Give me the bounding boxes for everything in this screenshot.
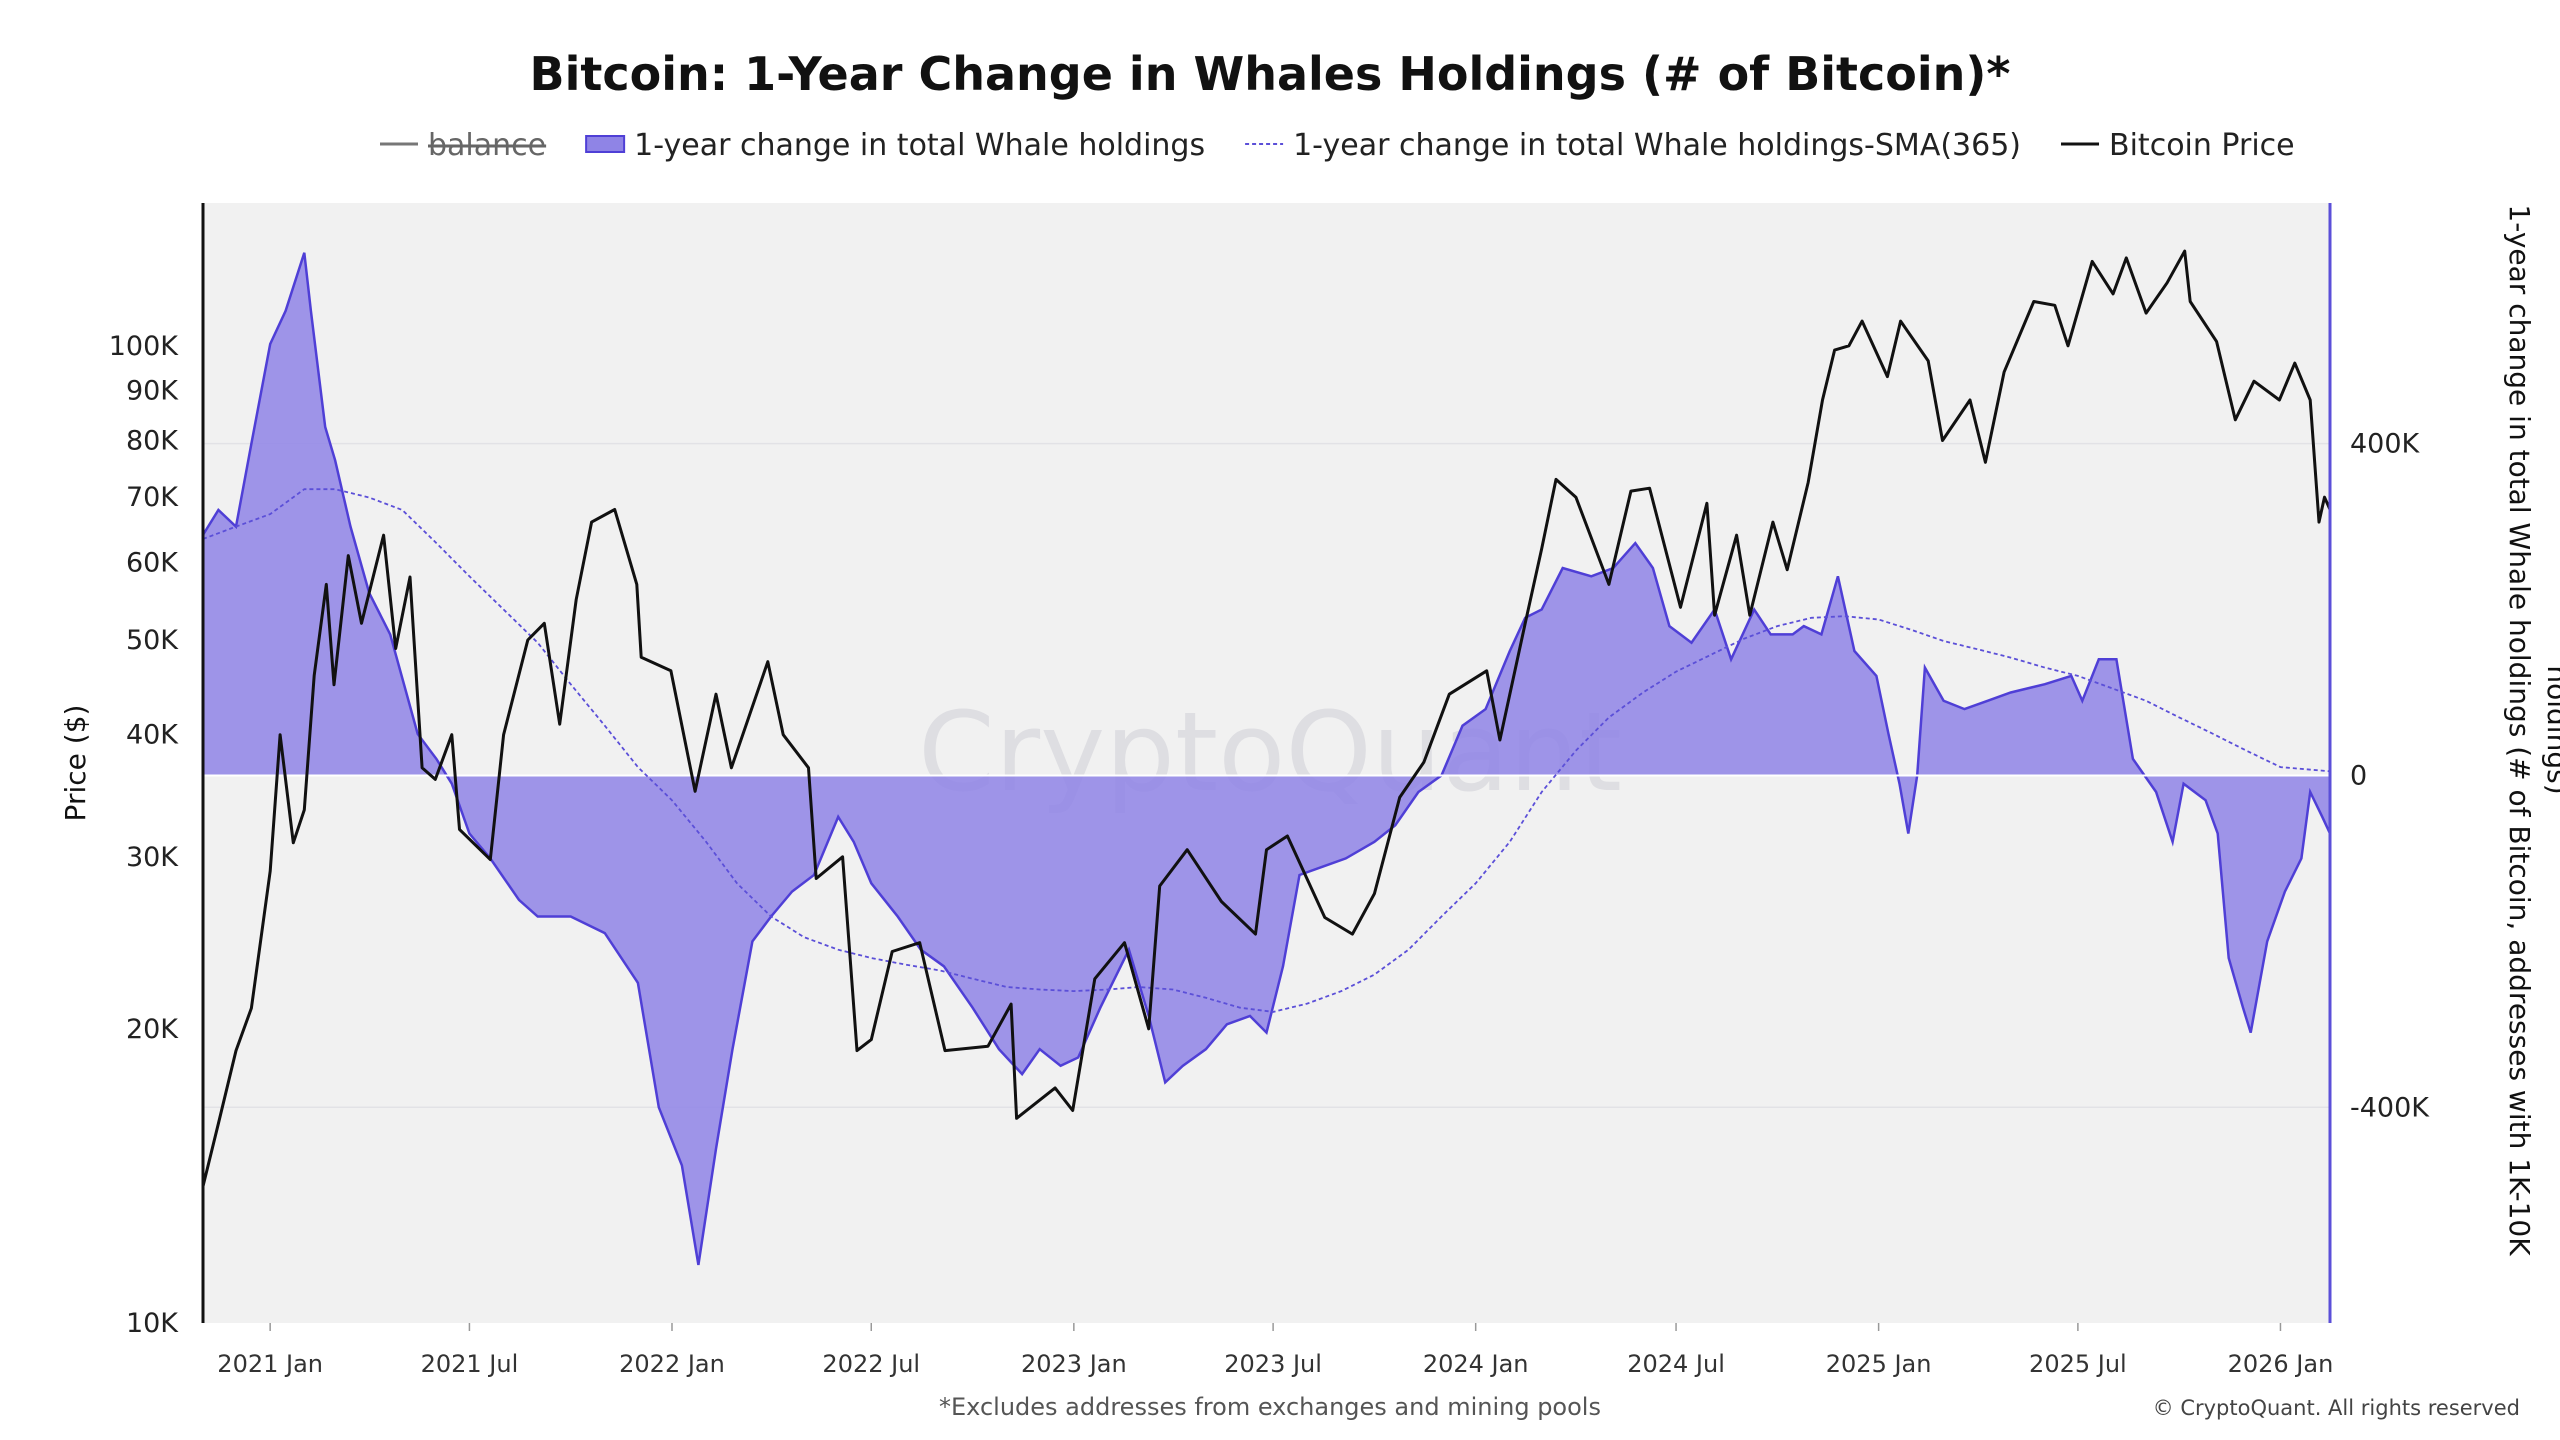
svg-text:holdings): holdings) [2541,665,2560,794]
left-tick-label: 70K [126,482,179,513]
x-tick-label: 2025 Jan [1826,1350,1932,1378]
right-tick-label: 400K [2350,429,2421,460]
whale-change-outline [201,252,2332,1266]
x-tick-label: 2021 Jan [217,1350,323,1378]
x-tick-label: 2023 Jan [1021,1350,1127,1378]
sma-path [202,488,2331,1013]
whale-change-sma-line [202,488,2331,1013]
left-tick-label: 10K [126,1308,179,1339]
footnote: *Excludes addresses from exchanges and m… [939,1393,1601,1421]
legend-label: 1-year change in total Whale holdings [634,128,1205,163]
left-tick-label: 20K [126,1014,179,1045]
x-axis-ticks: 2021 Jan 2021 Jul 2022 Jan 2022 Jul 2023 Jan… [217,1323,2333,1378]
right-axis-ticks: 400K 0 -400K [2350,429,2430,1124]
left-tick-label: 100K [109,331,180,362]
x-tick-label: 2022 Jul [822,1350,920,1378]
legend: balance 1-year change in total Whale hold… [380,128,2295,163]
legend-item[interactable]: 1-year change in total Whale holdings [585,128,1205,163]
left-tick-label: 90K [126,376,179,407]
copyright: © CryptoQuant. All rights reserved [2153,1396,2520,1420]
svg-text:1-year change in total Whale h: 1-year change in total Whale holdings (#… [2503,204,2536,1256]
legend-item[interactable]: balance [380,128,546,163]
x-tick-label: 2026 Jan [2228,1350,2334,1378]
legend-swatch [585,135,626,153]
chart-title: Bitcoin: 1-Year Change in Whales Holding… [530,47,2011,101]
x-tick-label: 2025 Jul [2029,1350,2127,1378]
left-tick-label: 30K [126,842,179,873]
legend-item[interactable]: Bitcoin Price [2061,128,2295,163]
left-axis-ticks: 10K 20K 30K 40K 50K 60K 70K 80K 90K 100K [109,331,180,1339]
bitcoin-price-line [201,249,2332,1187]
legend-label: 1-year change in total Whale holdings-SM… [1293,128,2021,163]
whale-change-area [201,252,2332,1266]
x-tick-label: 2022 Jan [619,1350,725,1378]
right-tick-label: 0 [2350,760,2367,791]
legend-item[interactable]: 1-year change in total Whale holdings-SM… [1245,128,2021,163]
right-axis-label: 1-year change in total Whale holdings (#… [2503,204,2560,1256]
left-tick-label: 50K [126,625,179,656]
x-tick-label: 2024 Jul [1627,1350,1725,1378]
x-tick-label: 2023 Jul [1224,1350,1322,1378]
left-axis-label: Price ($) [59,705,92,822]
x-tick-label: 2024 Jan [1423,1350,1529,1378]
legend-label: balance [428,128,546,163]
whale-change-fill [203,252,2330,1265]
left-tick-label: 40K [126,720,179,751]
price-path [201,249,2332,1187]
left-tick-label: 60K [126,548,179,579]
legend-label: Bitcoin Price [2109,128,2295,163]
right-tick-label: -400K [2350,1092,2430,1123]
x-tick-label: 2021 Jul [421,1350,519,1378]
left-tick-label: 80K [126,425,179,456]
